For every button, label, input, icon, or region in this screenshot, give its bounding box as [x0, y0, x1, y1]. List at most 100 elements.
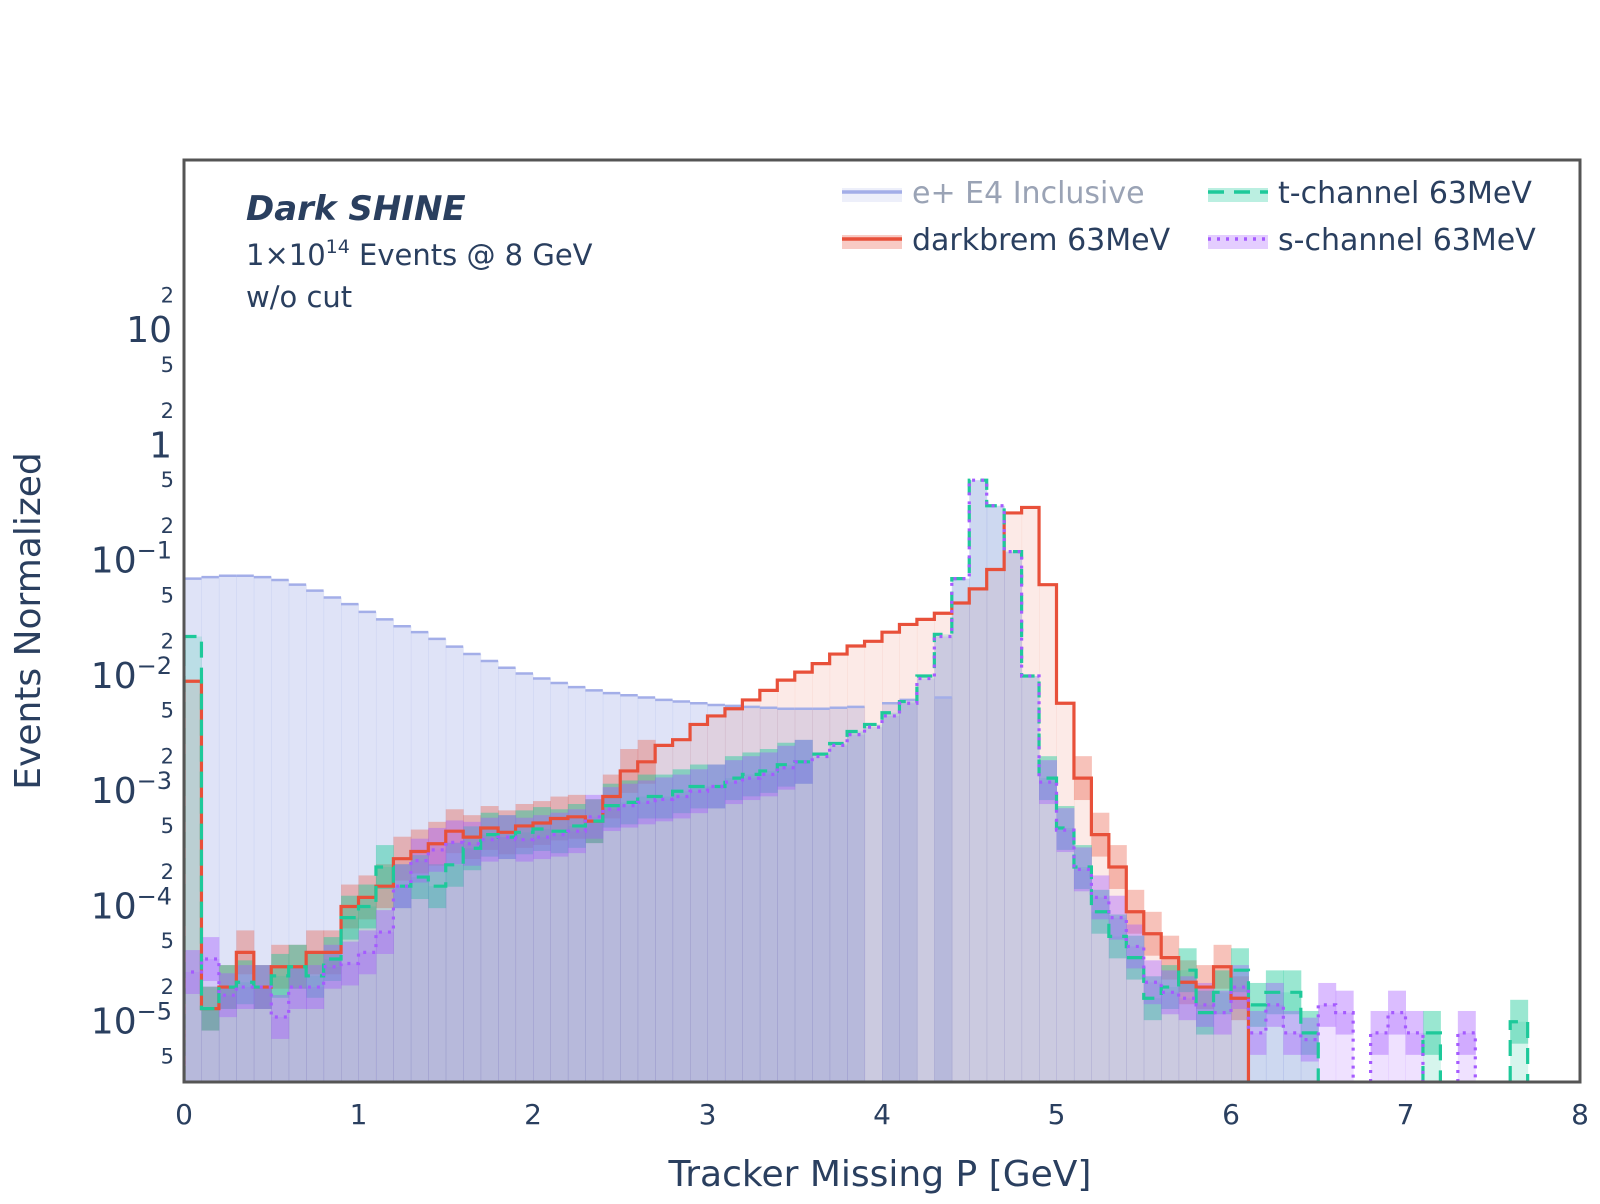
x-axis-ticks: 0 1 2 3 4 5 6 7 8 — [175, 1098, 1589, 1131]
series-1-bin-39 — [864, 641, 883, 1082]
y-tick-label-4: 10−1 — [91, 537, 172, 582]
series-1-bin-24 — [602, 796, 621, 1082]
series-2-bin-41 — [899, 701, 918, 1082]
series-1-bin-2 — [218, 987, 237, 1082]
series-2-bin-24 — [602, 805, 621, 1082]
series-3-bin-13 — [410, 860, 429, 1082]
series-3-bin-73 — [1457, 1032, 1476, 1082]
series-2-bin-44 — [951, 578, 970, 1082]
y-minor-tick-label-11: 2 — [161, 399, 174, 423]
series-2-bin-54 — [1126, 957, 1145, 1082]
series-3-bin-27 — [655, 799, 674, 1082]
series-3-bin-21 — [550, 834, 569, 1082]
series-3-bin-32 — [742, 778, 761, 1082]
series-0-bin-13 — [410, 632, 429, 1082]
series-2-bin-39 — [864, 724, 883, 1082]
series-3-bin-54 — [1126, 946, 1145, 1082]
series-1-bin-59 — [1213, 966, 1232, 1082]
series-3-err-51 — [1073, 847, 1092, 892]
series-1-bin-51 — [1073, 778, 1092, 1082]
series-3-bin-68 — [1370, 1032, 1389, 1082]
series-3-bin-16 — [463, 843, 482, 1082]
series-3-bin-48 — [1021, 675, 1040, 1082]
series-1-bin-16 — [463, 837, 482, 1082]
series-3-bin-19 — [515, 839, 534, 1082]
series-1-bin-31 — [724, 708, 743, 1082]
series-3-bin-28 — [672, 796, 691, 1082]
series-3-err-21 — [550, 812, 569, 857]
y-tick-label-5: 1 — [149, 425, 172, 466]
series-1-bin-18 — [498, 832, 517, 1082]
series-3-err-6 — [288, 965, 307, 1009]
series-3-err-8 — [323, 944, 342, 989]
series-1-bin-40 — [882, 632, 900, 1082]
legend-item-3: s-channel 63MeV — [1208, 223, 1536, 258]
series-3-bin-35 — [794, 761, 813, 1082]
series-3-err-20 — [533, 815, 551, 860]
series-1-bin-1 — [201, 1008, 220, 1082]
series-3-err-55 — [1143, 960, 1162, 1005]
series-2-bin-8 — [323, 959, 342, 1082]
series-3-bin-6 — [288, 987, 307, 1082]
series-3-line — [184, 478, 1477, 1082]
series-2-err-3 — [236, 960, 255, 1005]
series-3-bin-56 — [1161, 992, 1180, 1082]
series-3-err-7 — [306, 965, 325, 1009]
series-1-bin-60 — [1231, 998, 1249, 1082]
series-2-bin-34 — [777, 764, 796, 1082]
series-0-group — [184, 575, 953, 1082]
legend: e+ E4 Inclusive t-channel 63MeV darkbrem 6… — [842, 176, 1536, 258]
series-1-bin-21 — [550, 818, 569, 1082]
series-2-bin-30 — [707, 786, 726, 1082]
series-2-err-59 — [1213, 970, 1232, 1015]
series-3-err-62 — [1265, 982, 1284, 1027]
series-3-bin-47 — [1004, 551, 1023, 1082]
series-3-bin-60 — [1231, 987, 1249, 1082]
series-0-bin-3 — [236, 575, 255, 1082]
series-3-err-57 — [1178, 976, 1197, 1021]
series-2-bin-20 — [533, 829, 551, 1082]
series-3-err-56 — [1161, 970, 1180, 1015]
series-2-err-51 — [1073, 845, 1092, 889]
legend-swatch-fill-0 — [842, 188, 902, 202]
series-2-bin-45 — [969, 480, 988, 1082]
series-0-bin-37 — [829, 707, 848, 1082]
x-tick-label-3: 3 — [699, 1098, 717, 1131]
series-2-err-5 — [271, 953, 290, 998]
series-3-err-49 — [1039, 760, 1057, 805]
series-0-bin-34 — [777, 708, 796, 1082]
series-1-bin-33 — [759, 690, 778, 1082]
series-1-bin-57 — [1178, 982, 1197, 1082]
series-1-bin-29 — [690, 724, 708, 1082]
series-2-bin-14 — [428, 886, 447, 1082]
y-minor-tick-label-7: 2 — [161, 629, 174, 653]
legend-label-0: e+ E4 Inclusive — [912, 176, 1145, 211]
series-2-bin-12 — [393, 886, 412, 1082]
series-1-bin-53 — [1108, 867, 1127, 1082]
series-3-bin-7 — [306, 987, 325, 1082]
series-3-err-59 — [1213, 990, 1232, 1035]
series-2-bin-10 — [358, 906, 377, 1082]
series-2-err-50 — [1056, 806, 1075, 850]
annotation-title: Dark SHINE — [246, 189, 466, 229]
series-2-bin-35 — [794, 761, 813, 1082]
series-1-bin-8 — [323, 952, 342, 1082]
series-3-bin-46 — [986, 505, 1005, 1082]
series-2-err-33 — [759, 749, 778, 793]
series-3-bin-5 — [271, 1016, 290, 1082]
plot-frame — [182, 158, 1582, 1084]
series-3-err-10 — [358, 930, 377, 975]
series-1-bin-34 — [777, 680, 796, 1082]
series-3-bin-64 — [1300, 1039, 1319, 1082]
series-2-bin-2 — [218, 987, 237, 1082]
series-1-bin-32 — [742, 699, 761, 1082]
series-1-bin-37 — [829, 654, 848, 1082]
series-1-bin-23 — [585, 821, 604, 1082]
series-2-bin-25 — [620, 802, 639, 1082]
y-minor-tick-label-13: 2 — [161, 284, 174, 308]
series-0-bin-17 — [480, 660, 499, 1082]
series-0-bin-26 — [637, 697, 656, 1082]
series-3-bin-59 — [1213, 1012, 1232, 1082]
series-3-bin-53 — [1108, 917, 1127, 1082]
series-3-bin-31 — [724, 782, 743, 1082]
